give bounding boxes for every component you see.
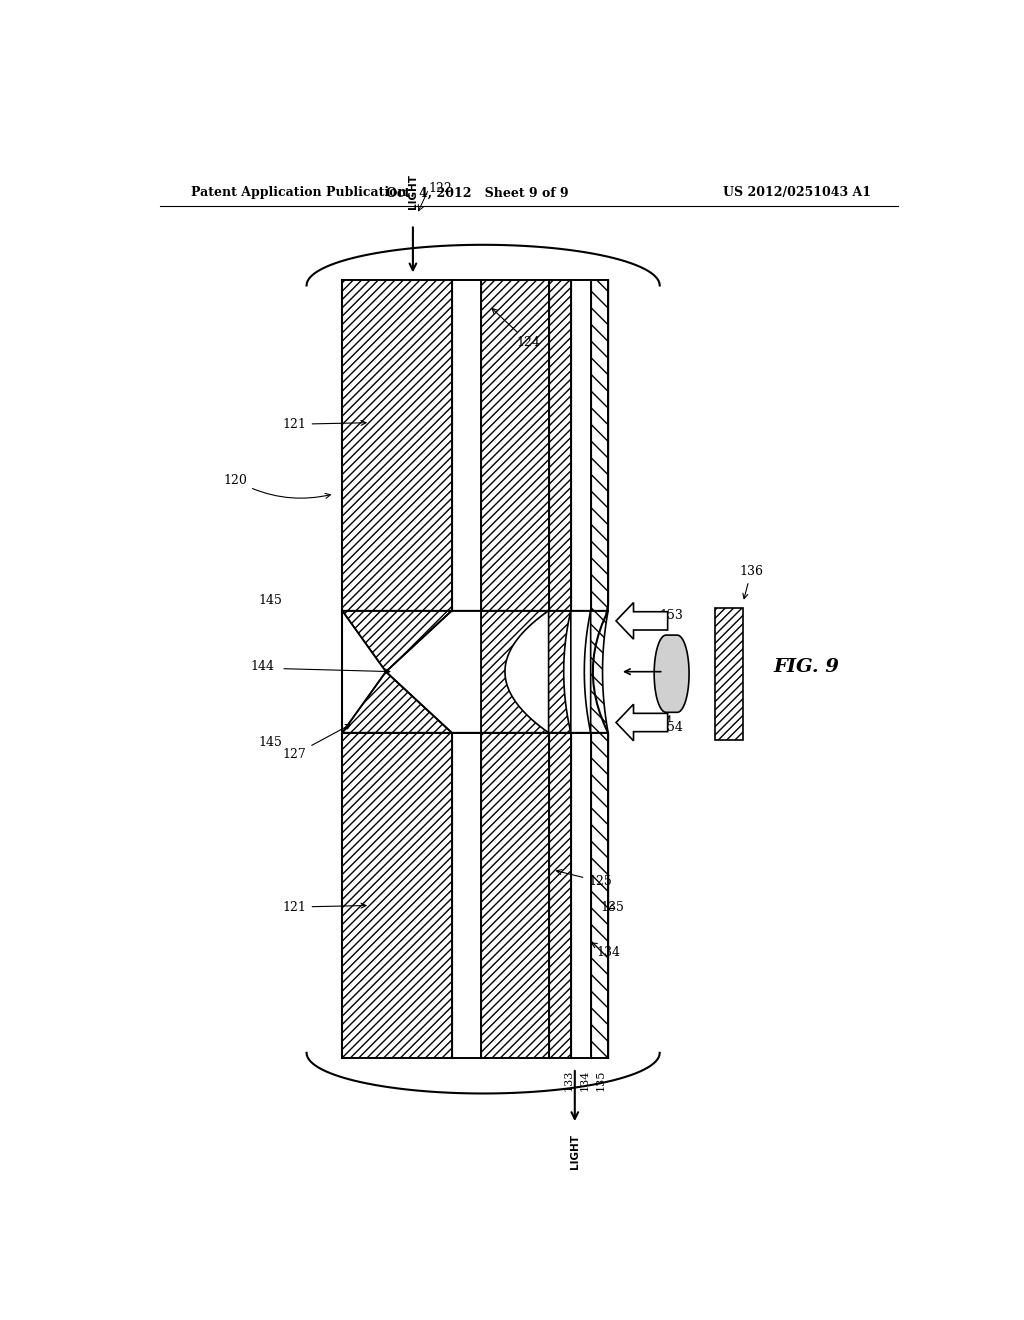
Bar: [549, 733, 570, 1057]
Bar: [570, 733, 591, 1057]
Text: 125: 125: [556, 870, 612, 888]
Text: 120: 120: [223, 474, 331, 498]
Bar: [570, 280, 591, 611]
Text: 135: 135: [595, 1069, 605, 1090]
Bar: [452, 280, 481, 611]
Polygon shape: [342, 611, 452, 672]
Bar: [452, 733, 481, 1057]
Text: 134: 134: [591, 942, 621, 960]
Text: LIGHT: LIGHT: [408, 174, 418, 210]
Text: 145: 145: [259, 594, 283, 607]
Text: 121: 121: [283, 900, 366, 913]
Text: 127: 127: [283, 725, 350, 762]
Bar: [342, 280, 452, 611]
Bar: [591, 733, 608, 1057]
Bar: [549, 280, 570, 611]
Polygon shape: [591, 611, 608, 733]
Text: 154: 154: [659, 721, 684, 734]
Text: 145: 145: [259, 737, 283, 750]
Polygon shape: [386, 611, 481, 733]
Text: Patent Application Publication: Patent Application Publication: [191, 186, 407, 199]
Text: 144: 144: [251, 660, 274, 673]
Polygon shape: [342, 672, 452, 733]
Text: 133: 133: [563, 1069, 573, 1090]
Polygon shape: [616, 704, 668, 741]
Polygon shape: [616, 602, 668, 639]
Text: 121: 121: [283, 417, 366, 430]
Text: LIGHT: LIGHT: [569, 1134, 580, 1170]
Polygon shape: [549, 611, 570, 733]
Polygon shape: [481, 611, 549, 733]
Text: Oct. 4, 2012   Sheet 9 of 9: Oct. 4, 2012 Sheet 9 of 9: [386, 186, 568, 199]
Bar: [591, 280, 608, 611]
Polygon shape: [654, 635, 689, 713]
Text: 134: 134: [580, 1069, 590, 1090]
Bar: [342, 733, 452, 1057]
Text: 153: 153: [659, 610, 684, 622]
Text: 124: 124: [492, 309, 541, 350]
Bar: [481, 733, 549, 1057]
Text: 136: 136: [739, 565, 763, 599]
Bar: [481, 280, 549, 611]
Text: 135: 135: [600, 900, 624, 913]
Polygon shape: [570, 611, 591, 733]
Text: 122: 122: [429, 182, 453, 195]
Bar: [715, 607, 743, 739]
Text: US 2012/0251043 A1: US 2012/0251043 A1: [723, 186, 871, 199]
Text: FIG. 9: FIG. 9: [773, 657, 840, 676]
